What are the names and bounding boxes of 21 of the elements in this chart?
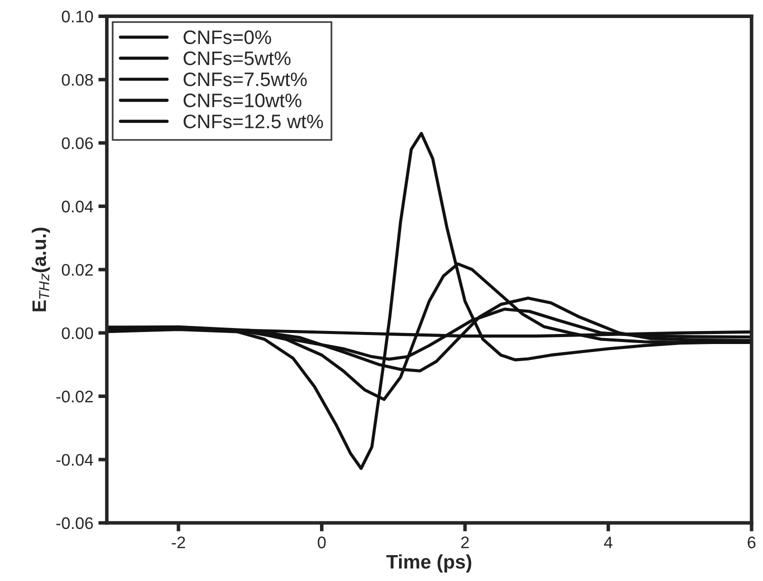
- x-tick-label: 4: [604, 536, 612, 548]
- legend-label: CNFs=5wt%: [184, 51, 291, 66]
- y-tick-label: 0.02: [62, 264, 93, 276]
- x-tick-label: 0: [318, 536, 326, 548]
- y-tick-label: -0.02: [56, 390, 93, 402]
- y-tick-label: 0.10: [62, 10, 93, 22]
- x-tick-label: -2: [172, 536, 186, 548]
- y-tick-label: -0.04: [56, 454, 94, 466]
- legend-label: CNFs=10wt%: [184, 94, 302, 108]
- x-tick-label: 2: [461, 536, 469, 548]
- legend-label: CNFs=7.5wt%: [184, 72, 307, 86]
- y-tick-label: 0.08: [62, 74, 93, 86]
- y-tick-label: 0.04: [62, 200, 94, 212]
- legend-label: CNFs=0%: [184, 30, 272, 44]
- y-tick-label: 0.00: [62, 327, 93, 340]
- x-axis-title: Time (ps): [386, 554, 472, 573]
- y-tick-label: -0.06: [56, 517, 93, 530]
- legend-label: CNFs=12.5 wt%: [184, 114, 323, 128]
- y-tick-label: 0.06: [62, 137, 93, 150]
- y-axis-title: E$_{THz}$(a.u.): [32, 228, 50, 312]
- x-tick-label: 6: [748, 536, 756, 548]
